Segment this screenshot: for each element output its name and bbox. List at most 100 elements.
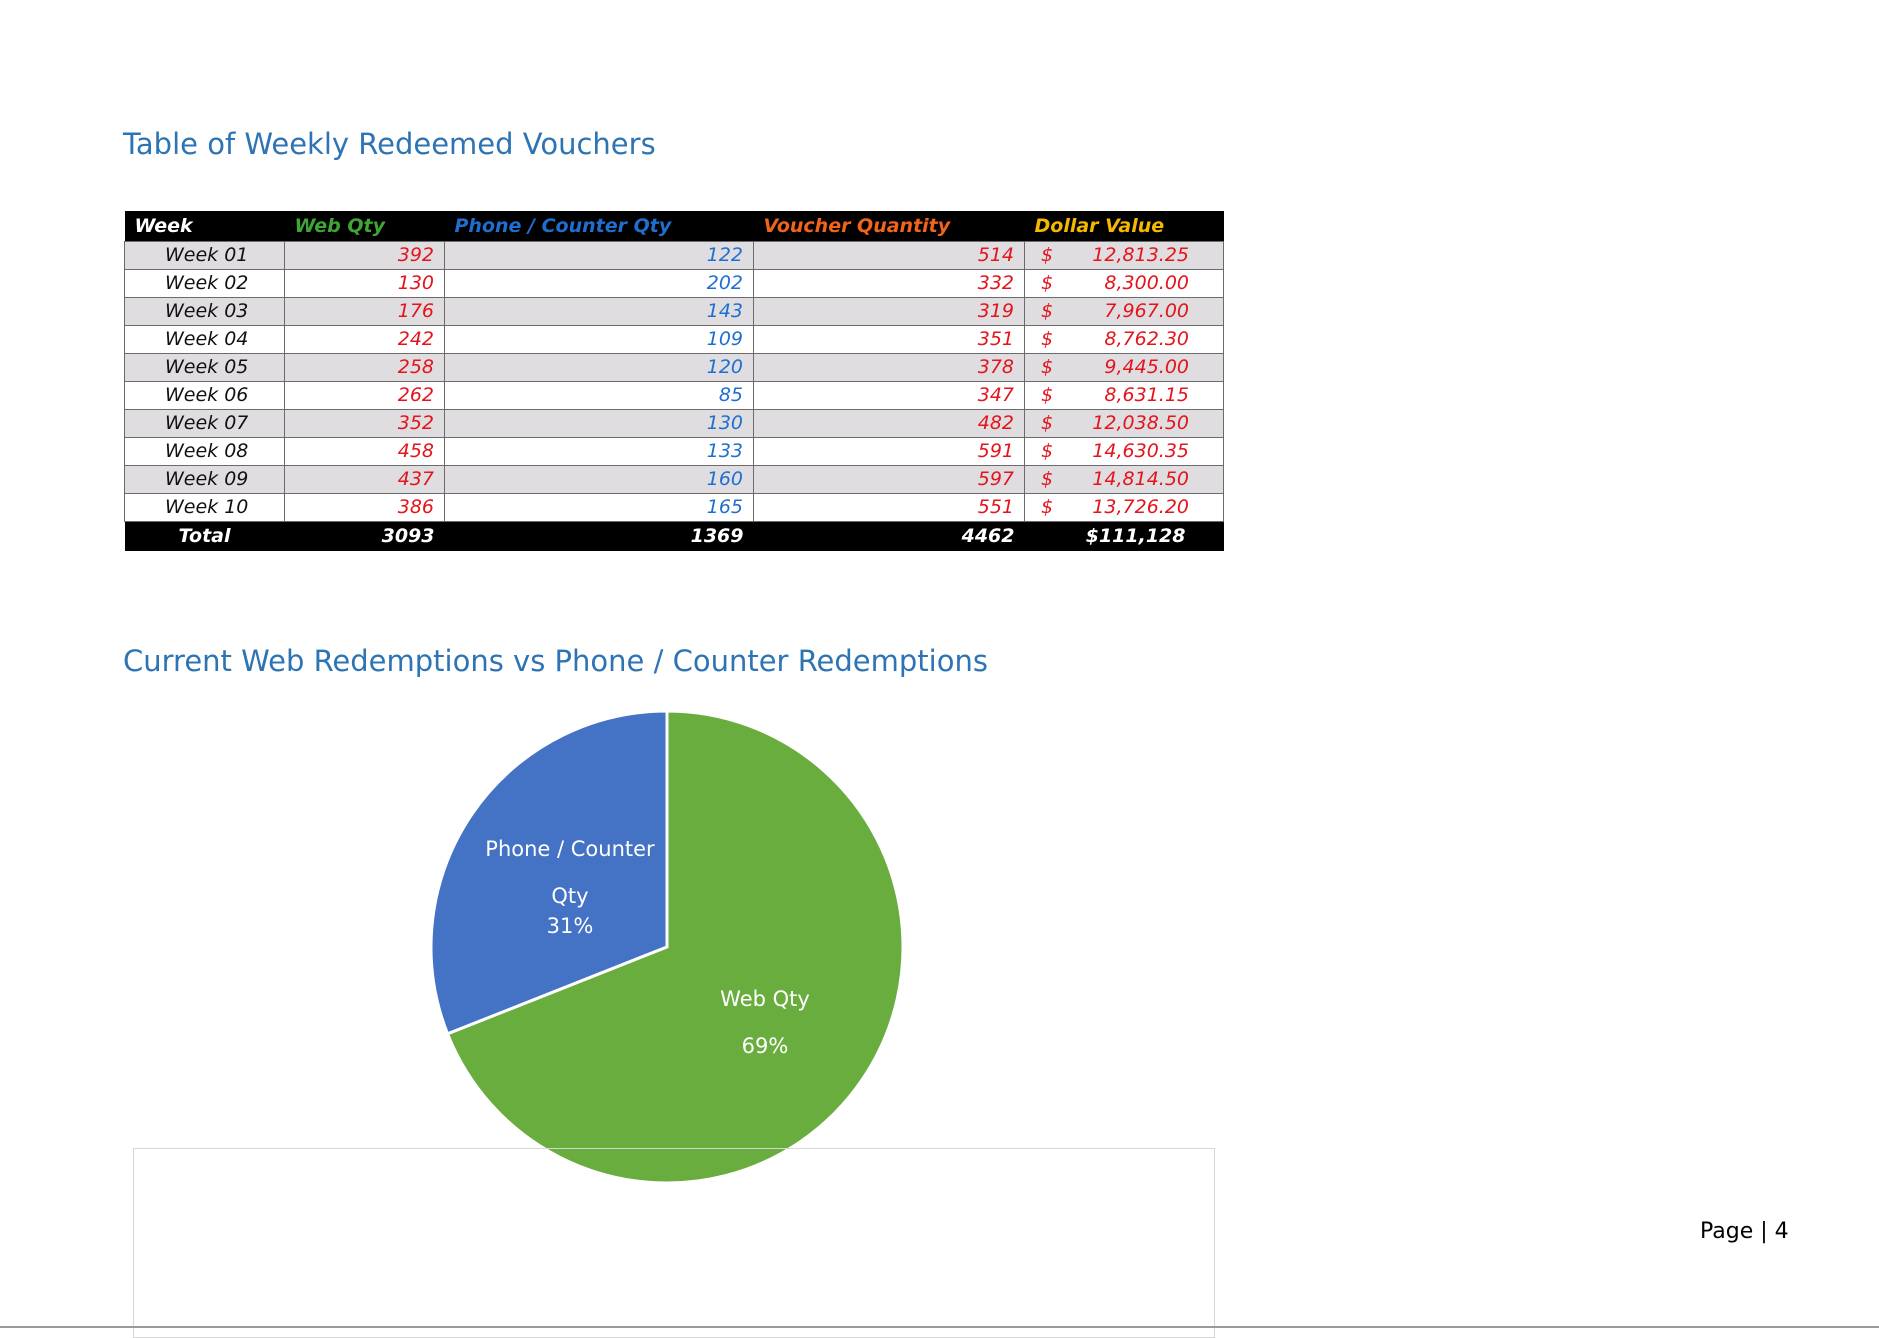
phone-qty-cell: 122 bbox=[444, 241, 754, 270]
pie-chart-svg: Phone / Counter Qty 31% Web Qty 69% bbox=[429, 709, 905, 1185]
voucher-qty-cell: 351 bbox=[753, 325, 1025, 354]
header-voucher-quantity: Voucher Quantity bbox=[753, 211, 1025, 242]
phone-qty-cell: 120 bbox=[444, 353, 754, 382]
table-row: Week 07 352 130 482 $12,038.50 bbox=[124, 409, 1224, 438]
total-label: Total bbox=[124, 521, 285, 551]
table-row: Week 05 258 120 378 $9,445.00 bbox=[124, 353, 1224, 382]
phone-qty-cell: 85 bbox=[444, 381, 754, 410]
dollar-amount: 8,631.15 bbox=[1104, 384, 1189, 406]
voucher-qty-cell: 347 bbox=[753, 381, 1025, 410]
phone-qty-cell: 130 bbox=[444, 409, 754, 438]
voucher-qty-cell: 378 bbox=[753, 353, 1025, 382]
dollar-value-cell: $13,726.20 bbox=[1024, 493, 1224, 522]
header-phone-counter-qty: Phone / Counter Qty bbox=[444, 211, 754, 242]
web-qty-cell: 262 bbox=[284, 381, 445, 410]
currency-symbol: $ bbox=[1041, 328, 1054, 350]
dollar-value-cell: $8,762.30 bbox=[1024, 325, 1224, 354]
voucher-qty-cell: 551 bbox=[753, 493, 1025, 522]
web-qty-cell: 458 bbox=[284, 437, 445, 466]
pie-label-phone-line1: Phone / Counter bbox=[485, 837, 655, 861]
page-number: Page | 4 bbox=[1700, 1219, 1789, 1244]
dollar-amount: 12,813.25 bbox=[1092, 244, 1189, 266]
web-qty-cell: 242 bbox=[284, 325, 445, 354]
dollar-amount: 13,726.20 bbox=[1092, 496, 1189, 518]
table-row: Week 03 176 143 319 $7,967.00 bbox=[124, 297, 1224, 326]
dollar-value-cell: $12,038.50 bbox=[1024, 409, 1224, 438]
table-heading: Table of Weekly Redeemed Vouchers bbox=[123, 127, 656, 161]
dollar-value-cell: $8,631.15 bbox=[1024, 381, 1224, 410]
web-qty-cell: 437 bbox=[284, 465, 445, 494]
dollar-amount: 9,445.00 bbox=[1104, 356, 1189, 378]
header-week: Week bbox=[124, 211, 285, 242]
pie-label-phone-percent: 31% bbox=[547, 914, 594, 938]
total-phone-qty: 1369 bbox=[444, 521, 754, 551]
week-cell: Week 06 bbox=[124, 381, 285, 410]
dollar-amount: 14,814.50 bbox=[1092, 468, 1189, 490]
phone-qty-cell: 160 bbox=[444, 465, 754, 494]
table-row: Week 04 242 109 351 $8,762.30 bbox=[124, 325, 1224, 354]
dollar-value-cell: $8,300.00 bbox=[1024, 269, 1224, 298]
table-row: Week 08 458 133 591 $14,630.35 bbox=[124, 437, 1224, 466]
page-bottom-border bbox=[0, 1326, 1879, 1328]
week-cell: Week 05 bbox=[124, 353, 285, 382]
web-qty-cell: 352 bbox=[284, 409, 445, 438]
dollar-amount: 7,967.00 bbox=[1104, 300, 1189, 322]
week-cell: Week 09 bbox=[124, 465, 285, 494]
total-web-qty: 3093 bbox=[284, 521, 445, 551]
pie-slice-phone-counter bbox=[429, 709, 669, 1036]
table-row: Week 01 392 122 514 $12,813.25 bbox=[124, 241, 1224, 270]
currency-symbol: $ bbox=[1041, 272, 1054, 294]
currency-symbol: $ bbox=[1041, 496, 1054, 518]
table-header-row: Week Web Qty Phone / Counter Qty Voucher… bbox=[124, 211, 1224, 242]
total-dollar-value: $111,128 bbox=[1024, 521, 1224, 551]
web-qty-cell: 176 bbox=[284, 297, 445, 326]
phone-qty-cell: 143 bbox=[444, 297, 754, 326]
week-cell: Week 08 bbox=[124, 437, 285, 466]
dollar-value-cell: $14,814.50 bbox=[1024, 465, 1224, 494]
dollar-value-cell: $7,967.00 bbox=[1024, 297, 1224, 326]
table-row: Week 02 130 202 332 $8,300.00 bbox=[124, 269, 1224, 298]
voucher-qty-cell: 597 bbox=[753, 465, 1025, 494]
voucher-qty-cell: 319 bbox=[753, 297, 1025, 326]
total-voucher-qty: 4462 bbox=[753, 521, 1025, 551]
week-cell: Week 10 bbox=[124, 493, 285, 522]
table-row: Week 09 437 160 597 $14,814.50 bbox=[124, 465, 1224, 494]
currency-symbol: $ bbox=[1041, 468, 1054, 490]
week-cell: Week 02 bbox=[124, 269, 285, 298]
web-qty-cell: 392 bbox=[284, 241, 445, 270]
dollar-value-cell: $9,445.00 bbox=[1024, 353, 1224, 382]
pie-label-phone-line2: Qty bbox=[551, 884, 588, 908]
currency-symbol: $ bbox=[1041, 356, 1054, 378]
currency-symbol: $ bbox=[1041, 244, 1054, 266]
phone-qty-cell: 202 bbox=[444, 269, 754, 298]
voucher-qty-cell: 482 bbox=[753, 409, 1025, 438]
voucher-qty-cell: 591 bbox=[753, 437, 1025, 466]
phone-qty-cell: 165 bbox=[444, 493, 754, 522]
week-cell: Week 04 bbox=[124, 325, 285, 354]
currency-symbol: $ bbox=[1041, 440, 1054, 462]
dollar-amount: 14,630.35 bbox=[1092, 440, 1189, 462]
header-web-qty: Web Qty bbox=[284, 211, 445, 242]
web-qty-cell: 258 bbox=[284, 353, 445, 382]
dollar-amount: 12,038.50 bbox=[1092, 412, 1189, 434]
pie-label-web-line1: Web Qty bbox=[720, 987, 810, 1011]
table-total-row: Total 3093 1369 4462 $111,128 bbox=[124, 521, 1224, 551]
dollar-value-cell: $12,813.25 bbox=[1024, 241, 1224, 270]
week-cell: Week 03 bbox=[124, 297, 285, 326]
header-dollar-value: Dollar Value bbox=[1024, 211, 1224, 242]
pie-chart: Phone / Counter Qty 31% Web Qty 69% bbox=[420, 700, 920, 1190]
dollar-amount: 8,300.00 bbox=[1104, 272, 1189, 294]
web-qty-cell: 130 bbox=[284, 269, 445, 298]
currency-symbol: $ bbox=[1041, 384, 1054, 406]
week-cell: Week 07 bbox=[124, 409, 285, 438]
web-qty-cell: 386 bbox=[284, 493, 445, 522]
vouchers-table: Week Web Qty Phone / Counter Qty Voucher… bbox=[124, 211, 1224, 551]
phone-qty-cell: 109 bbox=[444, 325, 754, 354]
currency-symbol: $ bbox=[1041, 300, 1054, 322]
week-cell: Week 01 bbox=[124, 241, 285, 270]
currency-symbol: $ bbox=[1041, 412, 1054, 434]
pie-label-web-percent: 69% bbox=[742, 1034, 789, 1058]
table-row: Week 06 262 85 347 $8,631.15 bbox=[124, 381, 1224, 410]
voucher-qty-cell: 332 bbox=[753, 269, 1025, 298]
chart-heading: Current Web Redemptions vs Phone / Count… bbox=[123, 644, 988, 678]
